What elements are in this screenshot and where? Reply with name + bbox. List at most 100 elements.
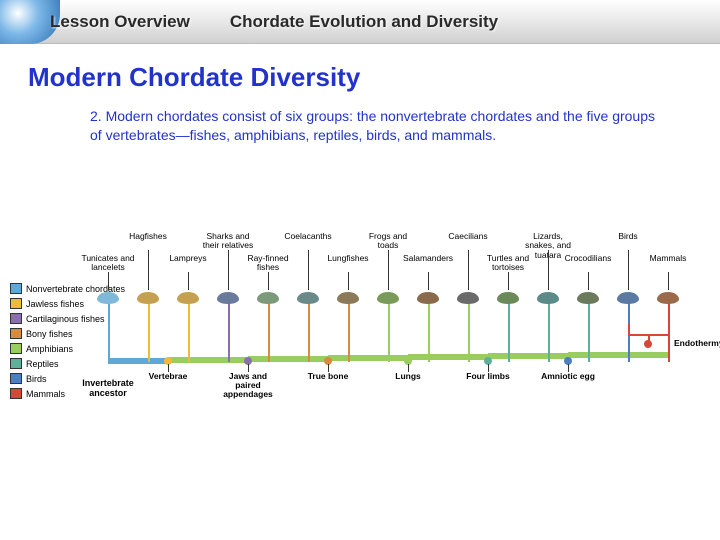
tip-branch	[348, 296, 350, 362]
legend-swatch	[10, 388, 22, 399]
tip-label: Salamanders	[398, 254, 458, 263]
tip-branch	[268, 296, 270, 362]
legend-label: Reptiles	[26, 359, 59, 369]
tip-branch	[388, 296, 390, 362]
organism-icon	[417, 292, 439, 304]
label-pointer	[388, 250, 389, 290]
trunk-segment	[108, 358, 170, 364]
organism-icon	[497, 292, 519, 304]
tip-label: Lungfishes	[318, 254, 378, 263]
tip-label: Lampreys	[158, 254, 218, 263]
organism-icon	[97, 292, 119, 304]
trunk-segment	[168, 357, 250, 363]
label-pointer	[628, 250, 629, 290]
phylo-tree: Tunicates and lanceletsHagfishesLampreys…	[90, 228, 710, 428]
legend-label: Amphibians	[26, 344, 73, 354]
tip-label: Coelacanths	[278, 232, 338, 241]
endothermy-bracket	[628, 324, 630, 334]
organism-icon	[297, 292, 319, 304]
legend-label: Jawless fishes	[26, 299, 84, 309]
label-pointer	[668, 272, 669, 290]
organism-icon	[617, 292, 639, 304]
trait-label: Amniotic egg	[536, 372, 600, 381]
trunk-segment	[568, 352, 670, 358]
trait-pointer	[168, 364, 169, 372]
tip-label: Caecilians	[438, 232, 498, 241]
organism-icon	[577, 292, 599, 304]
label-pointer	[108, 272, 109, 290]
trait-pointer	[488, 364, 489, 372]
header-bar: Lesson Overview Chordate Evolution and D…	[0, 0, 720, 44]
header-title-lesson: Lesson Overview	[50, 12, 190, 32]
trait-label: Jaws and paired appendages	[216, 372, 280, 399]
tip-label: Tunicates and lancelets	[78, 254, 138, 273]
organism-icon	[657, 292, 679, 304]
label-pointer	[588, 272, 589, 290]
legend-swatch	[10, 343, 22, 354]
label-pointer	[308, 250, 309, 290]
tip-branch	[108, 296, 110, 362]
endothermy-bracket	[668, 324, 670, 334]
legend-swatch	[10, 313, 22, 324]
tip-branch	[468, 296, 470, 362]
base-label: Invertebrate ancestor	[73, 378, 143, 398]
endothermy-node	[644, 340, 652, 348]
legend-label: Birds	[26, 374, 47, 384]
tip-branch	[188, 296, 190, 362]
label-pointer	[228, 250, 229, 290]
trait-label: Lungs	[376, 372, 440, 381]
trait-pointer	[568, 364, 569, 372]
organism-icon	[177, 292, 199, 304]
trait-pointer	[248, 364, 249, 372]
tip-label: Birds	[598, 232, 658, 241]
legend-swatch	[10, 328, 22, 339]
trait-label: Vertebrae	[136, 372, 200, 381]
trunk-segment	[408, 354, 490, 360]
tip-branch	[148, 296, 150, 362]
tip-branch	[508, 296, 510, 362]
label-pointer	[508, 272, 509, 290]
endothermy-label: Endothermy	[674, 338, 720, 348]
organism-icon	[257, 292, 279, 304]
tip-label: Crocodilians	[558, 254, 618, 263]
tip-branch	[428, 296, 430, 362]
tip-branch	[308, 296, 310, 362]
tip-label: Ray-finned fishes	[238, 254, 298, 273]
trunk-segment	[328, 355, 410, 361]
tip-branch	[548, 296, 550, 362]
trait-pointer	[328, 364, 329, 372]
trunk-segment	[248, 356, 330, 362]
label-pointer	[148, 250, 149, 290]
organism-icon	[337, 292, 359, 304]
label-pointer	[188, 272, 189, 290]
label-pointer	[428, 272, 429, 290]
legend-label: Bony fishes	[26, 329, 73, 339]
organism-icon	[217, 292, 239, 304]
trunk-segment	[488, 353, 570, 359]
label-pointer	[548, 250, 549, 290]
tip-branch	[588, 296, 590, 362]
organism-icon	[377, 292, 399, 304]
label-pointer	[348, 272, 349, 290]
tip-label: Mammals	[638, 254, 698, 263]
tip-branch	[228, 296, 230, 362]
trait-label: True bone	[296, 372, 360, 381]
label-pointer	[268, 272, 269, 290]
organism-icon	[137, 292, 159, 304]
organism-icon	[537, 292, 559, 304]
trait-pointer	[408, 364, 409, 372]
tip-label: Hagfishes	[118, 232, 178, 241]
cladogram-diagram: Nonvertebrate chordatesJawless fishesCar…	[10, 228, 710, 428]
legend-label: Mammals	[26, 389, 65, 399]
trait-label: Four limbs	[456, 372, 520, 381]
legend-swatch	[10, 358, 22, 369]
tip-label: Frogs and toads	[358, 232, 418, 251]
label-pointer	[468, 250, 469, 290]
legend-swatch	[10, 373, 22, 384]
header-title-topic: Chordate Evolution and Diversity	[230, 12, 498, 32]
section-title: Modern Chordate Diversity	[28, 62, 720, 93]
organism-icon	[457, 292, 479, 304]
tip-label: Sharks and their relatives	[198, 232, 258, 251]
body-text: 2. Modern chordates consist of six group…	[90, 107, 670, 145]
legend-swatch	[10, 283, 22, 294]
